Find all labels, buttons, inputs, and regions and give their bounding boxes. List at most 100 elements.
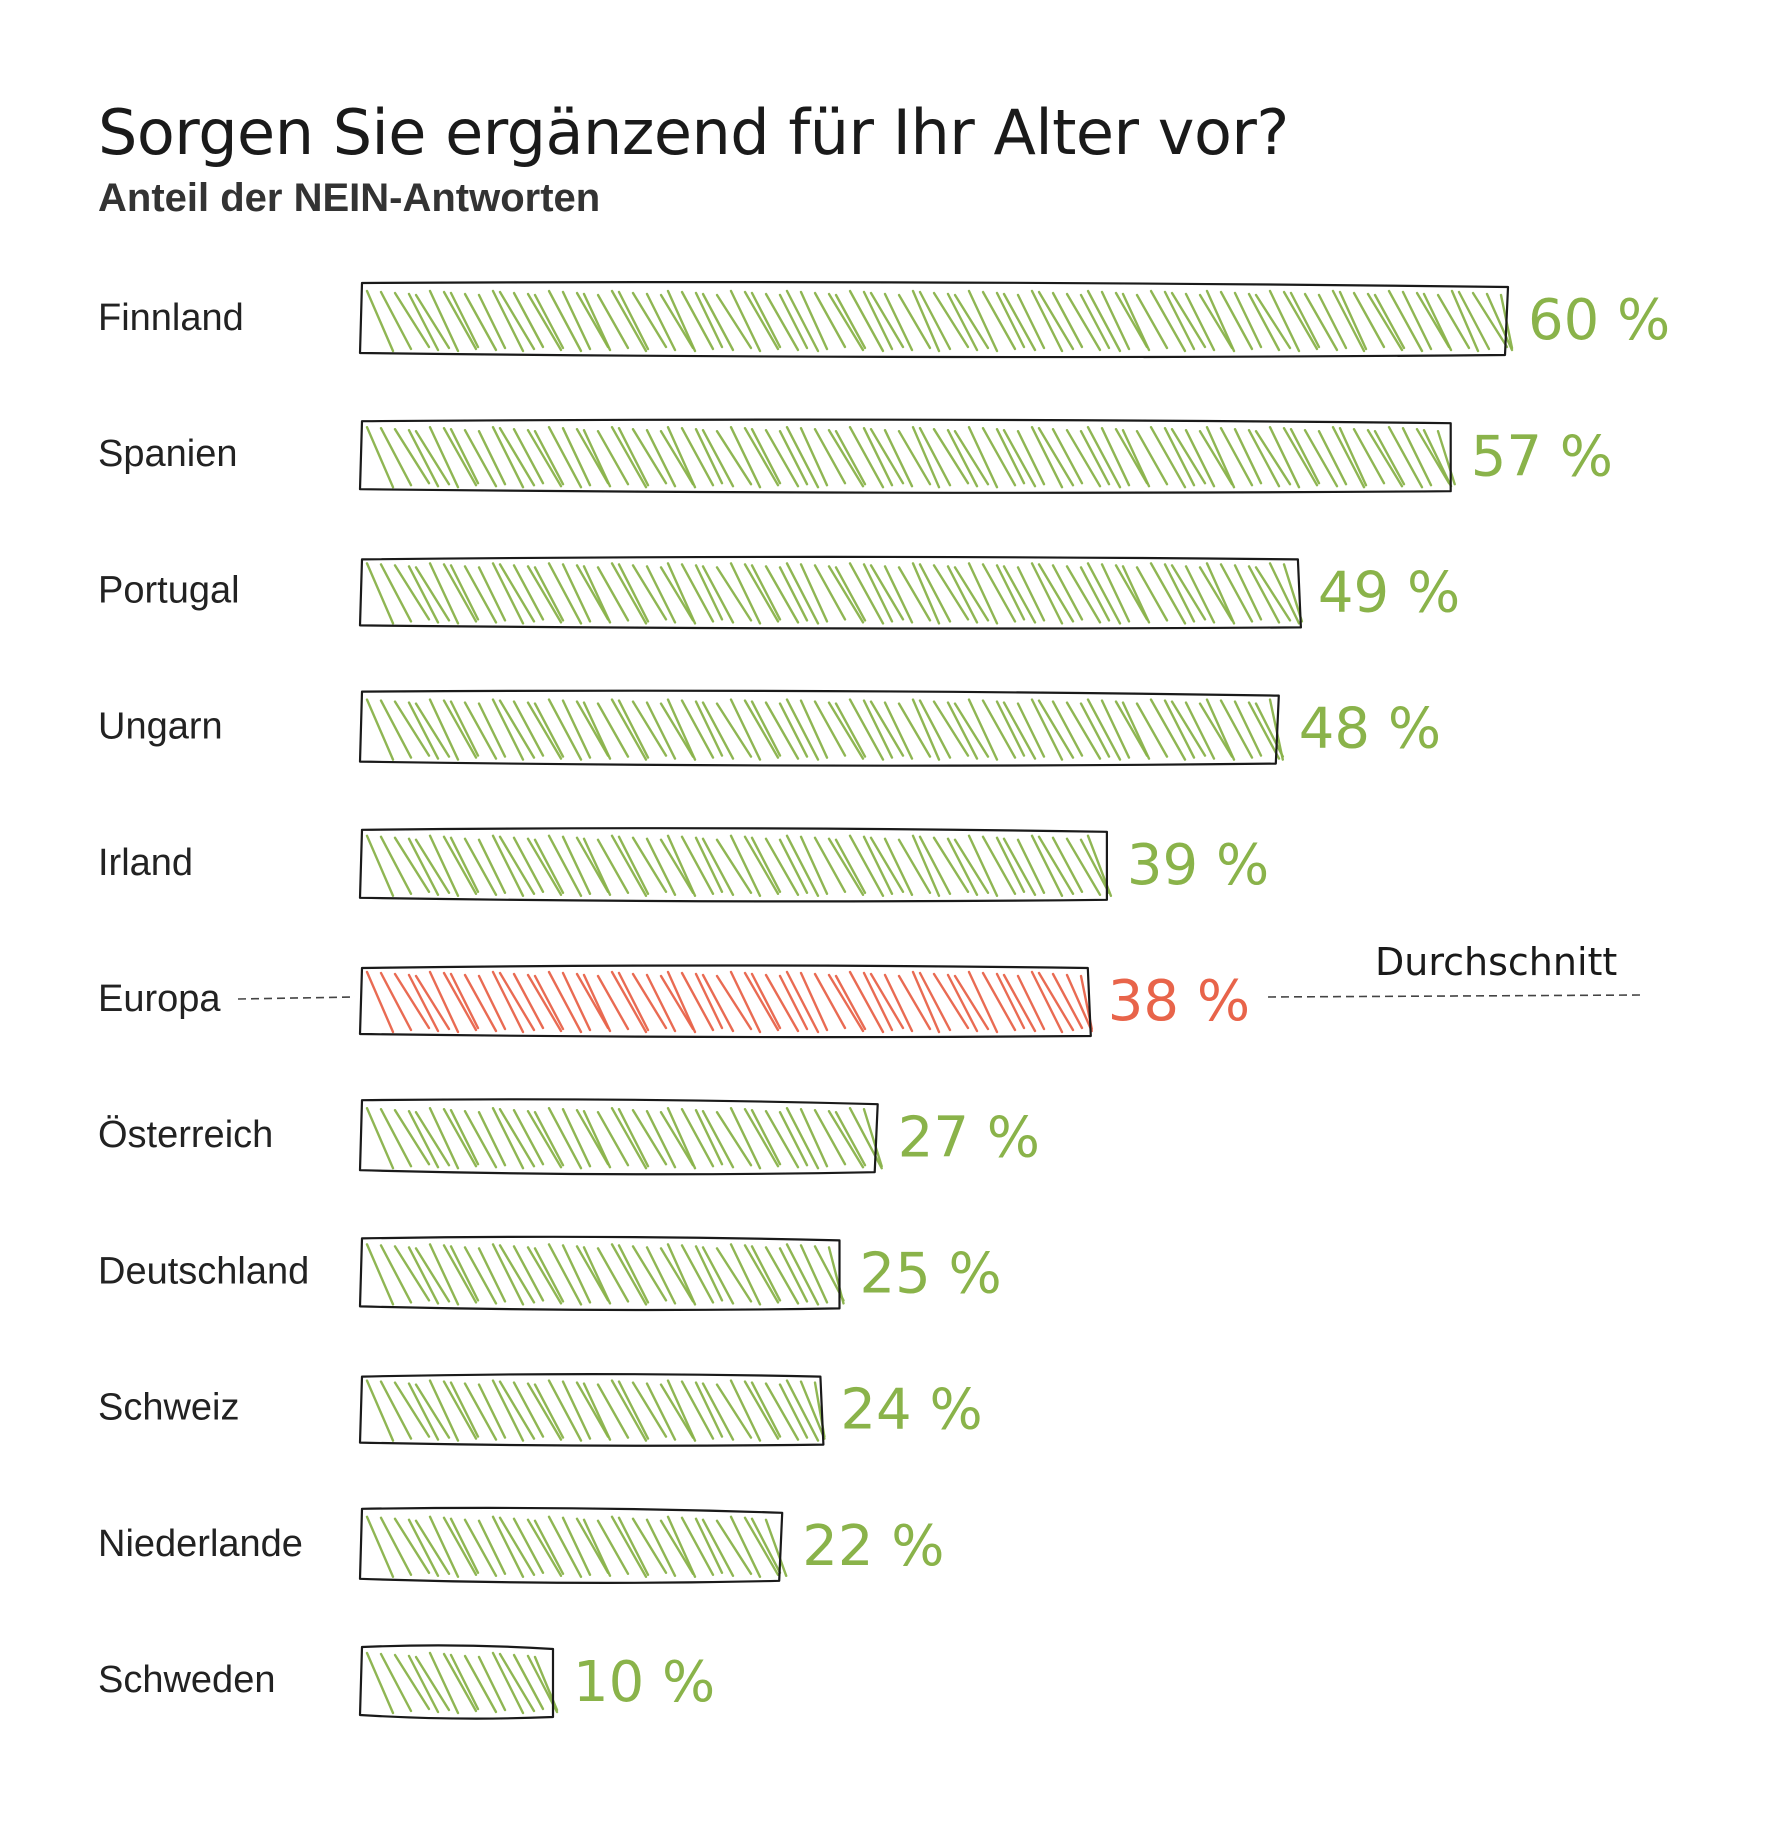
- hatch-stroke: [526, 565, 563, 624]
- value-label: 25 %: [860, 1242, 1002, 1307]
- hatch-stroke: [897, 838, 932, 894]
- hatch-stroke: [365, 289, 395, 353]
- hatch-stroke: [715, 430, 753, 486]
- hatch-stroke: [799, 1244, 829, 1304]
- bar-hatch: [365, 1515, 788, 1579]
- hatch-stroke: [862, 427, 894, 487]
- hatch-stroke: [1030, 562, 1064, 625]
- hatch-stroke: [547, 834, 583, 897]
- category-label: Schweiz: [98, 1387, 240, 1429]
- hatch-stroke: [379, 699, 413, 759]
- hatch-stroke: [1331, 289, 1366, 353]
- hatch-stroke: [1135, 293, 1169, 350]
- hatch-stroke: [981, 563, 1017, 623]
- hatch-stroke: [799, 1107, 829, 1168]
- hatch-stroke: [407, 1654, 440, 1714]
- hatch-stroke: [1121, 429, 1151, 488]
- hatch-stroke: [498, 290, 536, 351]
- hatch-stroke: [680, 1516, 715, 1577]
- hatch-stroke: [442, 1516, 478, 1577]
- hatch-stroke: [463, 429, 498, 488]
- category-label: Ungarn: [98, 706, 223, 748]
- hatch-stroke: [1030, 289, 1064, 353]
- hatch-stroke: [1205, 562, 1236, 625]
- hatch-stroke: [729, 289, 762, 353]
- hatch-stroke: [1065, 565, 1102, 624]
- hatch-stroke: [1002, 701, 1037, 760]
- hatch-stroke: [428, 1106, 460, 1170]
- hatch-stroke: [645, 429, 677, 488]
- hatch-stroke: [715, 1519, 753, 1576]
- hatch-stroke: [1198, 566, 1234, 622]
- hatch-stroke: [407, 1246, 440, 1305]
- bar-outline: [358, 964, 1092, 1039]
- hatch-stroke: [1135, 566, 1169, 622]
- hatch-stroke: [407, 565, 440, 624]
- hatch-stroke: [533, 566, 565, 622]
- hatch-stroke: [449, 291, 480, 349]
- hatch-stroke: [561, 563, 592, 623]
- hatch-stroke: [491, 970, 525, 1034]
- hatch-stroke: [785, 698, 820, 761]
- hatch-stroke: [582, 1246, 612, 1305]
- hatch-stroke: [1016, 566, 1046, 622]
- hatch-stroke: [827, 1246, 845, 1305]
- hatch-stroke: [1121, 292, 1151, 352]
- bar-hatch: [365, 698, 1285, 761]
- hatch-stroke: [680, 427, 715, 487]
- hatch-stroke: [1079, 838, 1111, 894]
- hatch-stroke: [449, 700, 480, 757]
- hatch-stroke: [715, 1110, 753, 1167]
- hatch-stroke: [393, 1108, 431, 1166]
- hatch-stroke: [715, 838, 753, 894]
- hatch-stroke: [778, 1383, 809, 1439]
- hatch-stroke: [813, 972, 847, 1030]
- hatch-stroke: [911, 562, 941, 625]
- hatch-stroke: [491, 1651, 525, 1715]
- hatch-stroke: [1247, 429, 1281, 488]
- hatch-stroke: [365, 562, 395, 625]
- hatch-stroke: [547, 1106, 583, 1170]
- hatch-stroke: [547, 1515, 583, 1579]
- hatch-stroke: [1030, 834, 1064, 897]
- hatch-stroke: [848, 562, 885, 625]
- hatch-stroke: [827, 565, 865, 624]
- hatch-stroke: [848, 426, 885, 489]
- hatch-stroke: [785, 562, 820, 625]
- value-label: 57 %: [1471, 424, 1613, 489]
- hatch-stroke: [659, 430, 695, 486]
- hatch-stroke: [526, 292, 563, 352]
- hatch-stroke: [743, 835, 780, 895]
- hatch-stroke: [631, 291, 668, 349]
- hatch-stroke: [967, 289, 999, 353]
- hatch-stroke: [1205, 698, 1236, 761]
- hatch-stroke: [764, 1109, 800, 1169]
- hatch-stroke: [750, 428, 782, 485]
- hatch-stroke: [1086, 562, 1122, 625]
- hatch-stroke: [701, 429, 735, 488]
- hatch-stroke: [512, 700, 545, 757]
- hatch-stroke: [414, 702, 451, 758]
- hatch-stroke: [1450, 289, 1480, 353]
- hatch-stroke: [778, 566, 809, 622]
- hatch-stroke: [827, 429, 865, 488]
- hatch-stroke: [932, 291, 970, 349]
- hatch-stroke: [617, 971, 650, 1032]
- hatch-stroke: [1170, 700, 1207, 757]
- hatch-stroke: [967, 970, 999, 1034]
- hatch-stroke: [1219, 563, 1254, 623]
- hatch-stroke: [1282, 427, 1319, 487]
- hatch-stroke: [631, 428, 668, 485]
- hatch-stroke: [582, 429, 612, 488]
- hatch-stroke: [596, 1110, 630, 1167]
- hatch-stroke: [463, 837, 498, 896]
- hatch-stroke: [379, 1652, 413, 1713]
- hatch-stroke: [645, 292, 677, 352]
- hatch-stroke: [729, 698, 762, 761]
- hatch-stroke: [666, 1515, 697, 1579]
- bar-group: Schweiz 24 %: [98, 1373, 983, 1447]
- hatch-stroke: [995, 700, 1026, 757]
- hatch-stroke: [932, 428, 970, 485]
- hatch-stroke: [407, 1109, 440, 1169]
- hatch-stroke: [911, 426, 941, 489]
